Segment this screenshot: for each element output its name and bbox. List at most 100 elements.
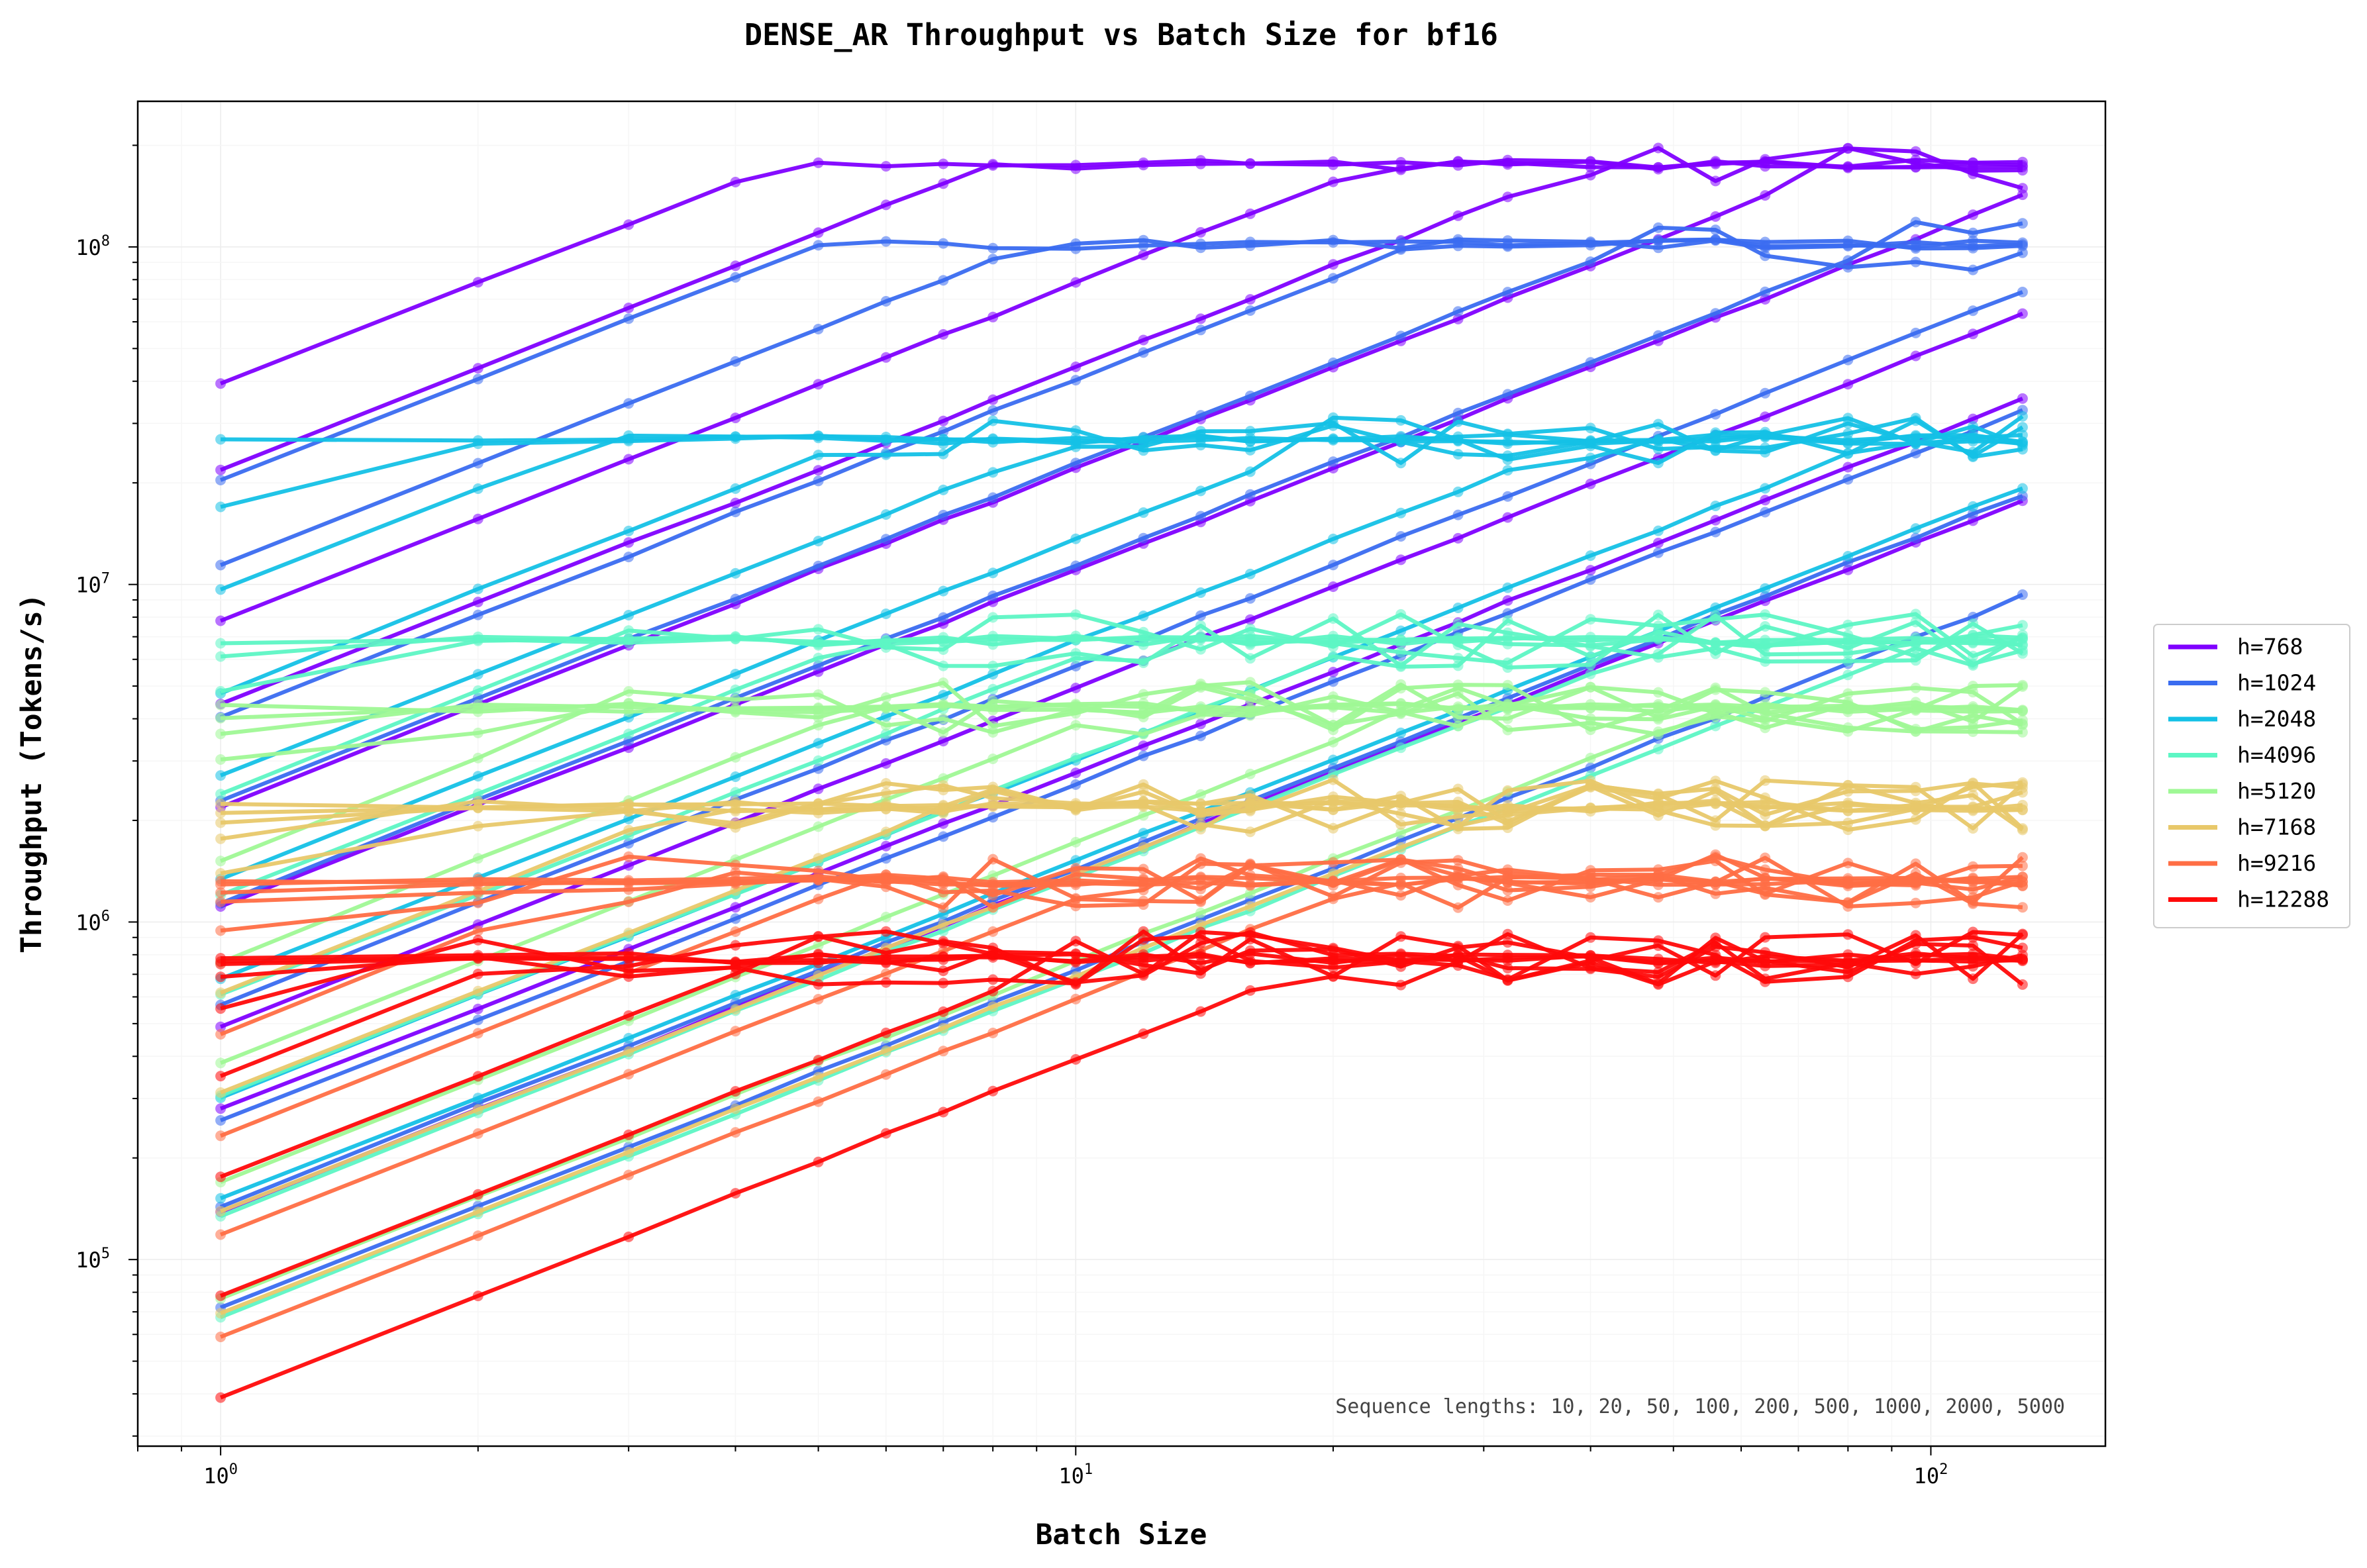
data-point	[1138, 689, 1149, 700]
data-point	[1968, 328, 1978, 340]
data-point	[1195, 897, 1206, 907]
data-point	[1710, 234, 1721, 245]
data-point	[730, 989, 741, 1001]
data-point	[1138, 885, 1149, 896]
data-point	[1395, 507, 1407, 518]
y-tick-label: 105	[76, 1246, 110, 1273]
data-point	[2017, 620, 2028, 631]
data-point	[1910, 241, 1921, 252]
data-point	[1328, 613, 1338, 624]
data-point	[2017, 928, 2028, 940]
data-point	[1910, 868, 1921, 879]
data-point	[1710, 638, 1721, 649]
data-point	[987, 394, 999, 405]
data-point	[938, 938, 949, 949]
data-point	[623, 838, 634, 849]
data-point	[813, 1156, 824, 1167]
data-point	[1710, 444, 1721, 456]
data-point	[1652, 458, 1664, 469]
data-point	[215, 475, 227, 485]
data-point	[1842, 971, 1854, 983]
series-line	[219, 784, 2023, 995]
data-point	[880, 948, 891, 958]
data-point	[1452, 820, 1464, 831]
data-point	[1452, 870, 1464, 881]
data-point	[1652, 714, 1664, 725]
data-point	[987, 590, 999, 601]
data-point	[880, 968, 891, 979]
data-point	[1452, 618, 1464, 630]
data-point	[215, 868, 227, 879]
data-point	[1585, 932, 1596, 943]
data-point	[215, 817, 227, 828]
data-point	[215, 1103, 227, 1114]
data-point	[623, 884, 634, 895]
data-point	[623, 1129, 634, 1140]
data-point	[1195, 871, 1206, 883]
legend-label: h=12288	[2237, 887, 2329, 912]
data-point	[215, 799, 227, 809]
data-point	[215, 1115, 227, 1126]
chart-title: DENSE_AR Throughput vs Batch Size for bf…	[744, 17, 1498, 52]
data-point	[1195, 938, 1206, 949]
data-point	[2017, 805, 2028, 816]
data-point	[1195, 883, 1206, 895]
data-point	[472, 952, 483, 963]
data-point	[1910, 803, 1921, 814]
data-point	[1328, 942, 1338, 954]
data-point	[1842, 413, 1854, 424]
data-point	[1585, 162, 1596, 173]
data-point	[1842, 438, 1854, 448]
series-h=9216	[215, 849, 2028, 1342]
data-point	[1502, 657, 1513, 668]
data-point	[987, 695, 999, 707]
data-point	[1910, 724, 1921, 735]
data-point	[1910, 935, 1921, 946]
data-point	[1910, 158, 1921, 169]
legend-label: h=1024	[2237, 670, 2316, 696]
data-point	[472, 1071, 483, 1082]
data-point	[1395, 727, 1407, 738]
data-point	[1710, 950, 1721, 961]
data-point	[730, 818, 741, 829]
series-line	[219, 290, 2023, 1007]
data-point	[215, 378, 227, 389]
data-point	[880, 701, 891, 712]
data-point	[1968, 450, 1978, 462]
data-point	[1652, 892, 1664, 903]
legend: h=768 h=1024 h=2048 h=4096 h=5120 h=7168 h=921…	[2153, 624, 2350, 928]
series-line	[220, 856, 2023, 1237]
data-point	[2017, 718, 2028, 730]
data-point	[2017, 422, 2028, 433]
data-point	[1760, 687, 1771, 698]
data-point	[1760, 809, 1771, 820]
data-point	[1244, 888, 1256, 899]
data-point	[987, 405, 999, 416]
data-point	[730, 1086, 741, 1097]
data-point	[1968, 209, 1978, 220]
data-point	[472, 985, 483, 997]
data-point	[1244, 639, 1256, 650]
series-line	[219, 494, 2023, 1209]
data-point	[1842, 648, 1854, 659]
data-point	[1760, 294, 1771, 305]
data-point	[938, 433, 949, 444]
data-point	[1760, 430, 1771, 441]
x-tick-label: 101	[1058, 1461, 1093, 1489]
data-point	[1328, 822, 1338, 834]
data-point	[1652, 648, 1664, 660]
series-line	[219, 612, 2023, 1098]
series-line	[219, 855, 2023, 1036]
data-point	[472, 968, 483, 979]
data-point	[813, 979, 824, 990]
data-point	[1710, 514, 1721, 526]
data-point	[1452, 509, 1464, 520]
data-point	[1652, 687, 1664, 698]
data-point	[813, 783, 824, 795]
data-point	[1842, 957, 1854, 969]
data-point	[1842, 858, 1854, 869]
data-point	[1760, 649, 1771, 660]
data-point	[1138, 810, 1149, 821]
data-point	[2017, 681, 2028, 692]
data-point	[730, 271, 741, 283]
